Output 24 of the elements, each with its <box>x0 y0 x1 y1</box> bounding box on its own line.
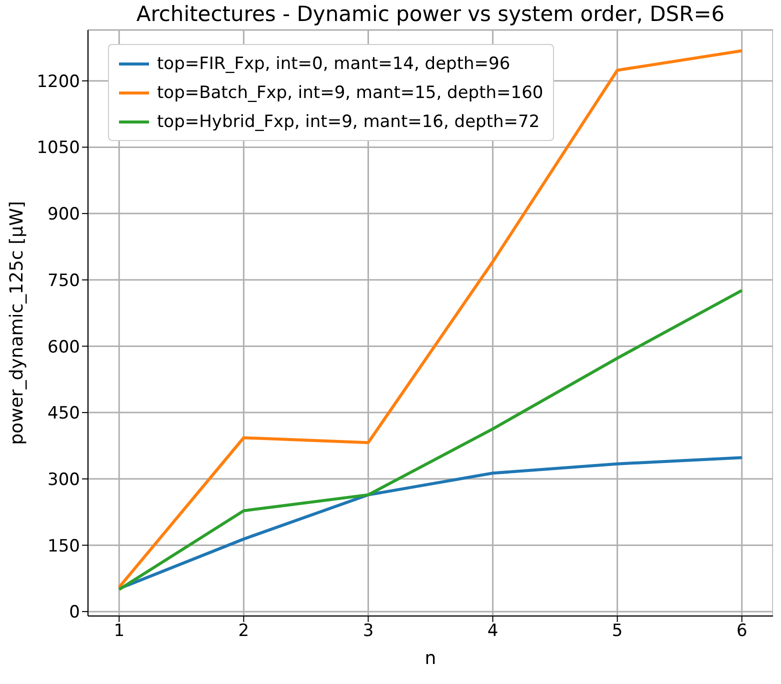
x-tick-label: 6 <box>736 621 748 642</box>
chart-title: Architectures - Dynamic power vs system order, DSR=6 <box>135 2 726 26</box>
line-series <box>118 288 744 591</box>
x-tick-label: 4 <box>487 621 498 642</box>
y-tick-label: 750 <box>48 270 80 291</box>
x-tick-label: 3 <box>362 621 374 642</box>
x-tick-label: 5 <box>612 621 623 642</box>
x-tick-label: 2 <box>238 621 250 642</box>
y-tick-label: 900 <box>48 204 80 225</box>
y-tick-label: 1200 <box>36 72 80 92</box>
y-tick-label: 600 <box>48 337 80 358</box>
y-tick-label: 1050 <box>36 138 80 158</box>
y-tick-label: 450 <box>48 404 80 424</box>
legend-label: top=FIR_Fxp, int=0, mant=14, depth=96 <box>157 54 510 74</box>
line-series <box>118 49 744 589</box>
y-tick-label: 300 <box>48 470 80 490</box>
legend-label: top=Batch_Fxp, int=9, mant=15, depth=160 <box>157 82 544 102</box>
y-axis-title: power_dynamic_125c [μW] <box>6 201 28 445</box>
line-series <box>118 456 744 590</box>
x-axis-title: n <box>424 648 436 669</box>
y-tick-label: 0 <box>69 602 80 623</box>
x-tick-label: 1 <box>114 621 125 642</box>
y-tick-label: 150 <box>48 536 80 556</box>
legend-label: top=Hybrid_Fxp, int=9, mant=16, depth=72 <box>157 112 540 132</box>
